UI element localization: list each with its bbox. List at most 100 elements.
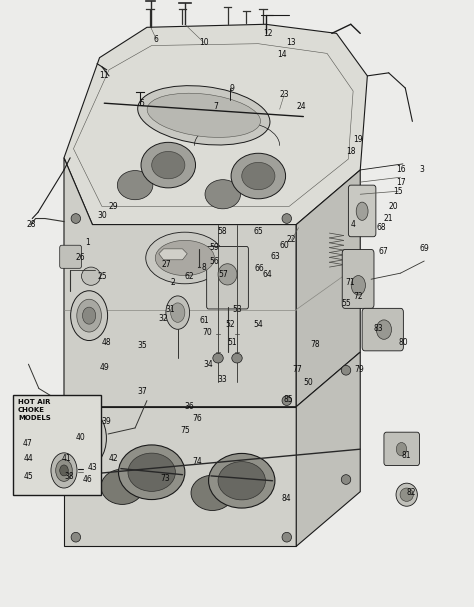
Ellipse shape [356,202,368,220]
Ellipse shape [231,154,285,199]
Text: 13: 13 [287,38,296,47]
Text: 66: 66 [255,264,264,273]
Text: 63: 63 [270,252,280,260]
Ellipse shape [71,214,81,223]
Text: 22: 22 [287,236,296,244]
Ellipse shape [282,396,292,405]
Text: 18: 18 [346,148,356,156]
Text: 30: 30 [97,211,107,220]
Text: 1: 1 [85,239,90,247]
Ellipse shape [218,461,265,500]
Text: 17: 17 [396,178,405,186]
Text: 70: 70 [203,328,212,337]
Ellipse shape [56,459,72,481]
Ellipse shape [396,443,407,456]
Text: 32: 32 [159,314,168,323]
Text: 6: 6 [154,35,159,44]
Text: 4: 4 [351,220,356,229]
Text: 61: 61 [199,316,209,325]
Text: 3: 3 [419,166,424,174]
Ellipse shape [101,469,144,504]
Text: 19: 19 [353,135,363,144]
Text: 15: 15 [393,187,403,195]
Text: 7: 7 [213,102,218,110]
Ellipse shape [242,163,275,189]
Text: 43: 43 [88,463,97,472]
Text: 54: 54 [254,320,263,329]
Text: 42: 42 [109,454,118,463]
Text: 9: 9 [230,84,235,92]
Polygon shape [159,249,187,260]
Text: 24: 24 [296,102,306,110]
Ellipse shape [155,240,214,276]
FancyBboxPatch shape [348,185,376,237]
Text: 57: 57 [218,270,228,279]
Text: 69: 69 [419,245,429,253]
Text: 79: 79 [355,365,364,373]
Text: 28: 28 [26,220,36,229]
Ellipse shape [147,93,261,137]
FancyBboxPatch shape [384,432,419,466]
Ellipse shape [191,475,234,510]
Text: 5: 5 [140,99,145,107]
Ellipse shape [218,263,237,285]
Text: 29: 29 [109,202,118,211]
Text: 20: 20 [389,202,398,211]
Ellipse shape [77,299,101,332]
Text: 8: 8 [201,263,206,271]
FancyBboxPatch shape [362,308,403,351]
Text: 33: 33 [218,375,228,384]
Text: HOT AIR
CHOKE
MODELS: HOT AIR CHOKE MODELS [18,399,51,421]
Ellipse shape [66,409,106,467]
Ellipse shape [141,142,195,188]
Text: 75: 75 [180,427,190,435]
Ellipse shape [152,152,185,178]
Text: 21: 21 [384,214,393,223]
Ellipse shape [73,420,99,456]
Text: 10: 10 [199,38,209,47]
Text: 2: 2 [171,278,175,287]
Text: 62: 62 [185,272,194,280]
Text: 50: 50 [303,378,313,387]
Text: 27: 27 [161,260,171,268]
Ellipse shape [282,532,292,542]
Text: 74: 74 [192,457,201,466]
Ellipse shape [396,483,417,506]
Text: 77: 77 [293,365,302,373]
Text: 71: 71 [345,278,355,287]
Text: 11: 11 [100,72,109,80]
Text: 72: 72 [353,292,363,300]
Text: 35: 35 [137,342,147,350]
Ellipse shape [146,232,224,284]
Ellipse shape [137,86,270,145]
Text: 81: 81 [402,451,411,459]
Ellipse shape [171,303,185,322]
Ellipse shape [213,353,223,363]
Text: 46: 46 [83,475,92,484]
Text: 67: 67 [378,248,388,256]
Ellipse shape [341,475,351,484]
Polygon shape [296,352,360,546]
Text: 64: 64 [263,270,273,279]
Ellipse shape [51,453,77,488]
Text: 48: 48 [102,339,111,347]
Text: 25: 25 [97,272,107,280]
Text: 78: 78 [310,341,320,349]
Text: 82: 82 [407,489,416,497]
Text: 37: 37 [137,387,147,396]
Text: 45: 45 [24,472,33,481]
Ellipse shape [71,291,108,341]
Text: 39: 39 [102,418,111,426]
Ellipse shape [128,453,175,492]
Polygon shape [64,158,296,407]
Polygon shape [64,24,367,225]
Ellipse shape [166,296,190,329]
Ellipse shape [205,180,240,209]
Polygon shape [64,407,296,546]
Text: 26: 26 [76,254,85,262]
Ellipse shape [118,445,185,500]
Text: 58: 58 [217,228,227,236]
Text: 44: 44 [24,454,33,463]
Text: 12: 12 [263,29,273,38]
Text: 51: 51 [228,339,237,347]
